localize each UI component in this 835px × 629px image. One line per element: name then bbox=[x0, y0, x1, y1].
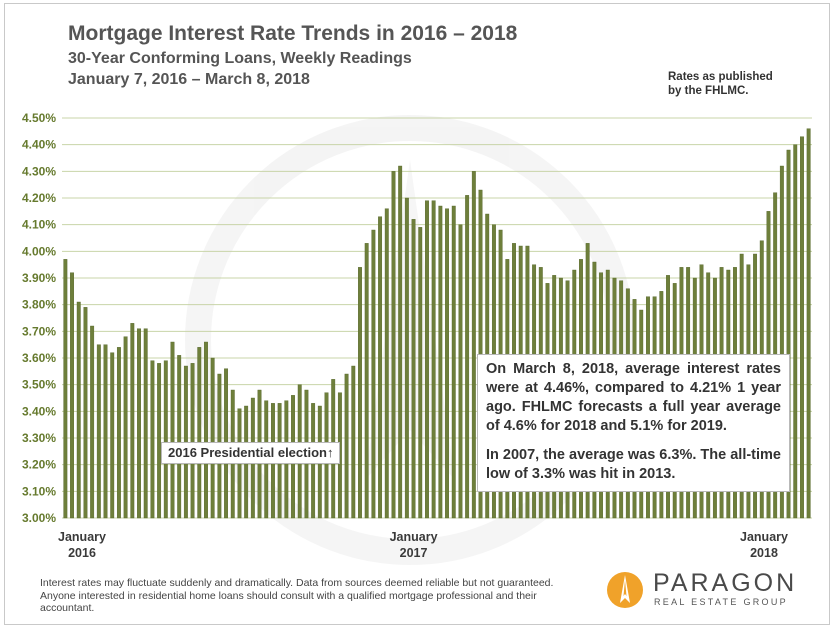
bar bbox=[779, 165, 784, 519]
bar bbox=[177, 355, 182, 519]
y-tick-label: 3.40% bbox=[22, 404, 56, 418]
bar bbox=[431, 200, 436, 519]
bar bbox=[170, 341, 175, 519]
y-tick-label: 3.00% bbox=[22, 511, 56, 525]
bar bbox=[391, 171, 396, 519]
y-tick-label: 3.80% bbox=[22, 298, 56, 312]
disclaimer-text: Interest rates may fluctuate suddenly an… bbox=[40, 577, 554, 614]
bar bbox=[204, 341, 208, 519]
y-tick-label: 4.40% bbox=[22, 138, 56, 152]
bar bbox=[137, 328, 141, 519]
bar bbox=[150, 360, 155, 519]
bar bbox=[96, 344, 101, 519]
bar bbox=[163, 360, 168, 519]
summary-paragraph-2: In 2007, the average was 6.3%. The all-t… bbox=[486, 447, 781, 482]
bar bbox=[63, 259, 68, 519]
bar bbox=[786, 149, 791, 519]
bar bbox=[190, 363, 195, 519]
x-axis: January 2016 January 2017 January 2018 bbox=[58, 530, 788, 560]
paragon-mark-icon bbox=[607, 572, 643, 608]
bar bbox=[130, 323, 135, 519]
bar bbox=[425, 200, 429, 519]
summary-paragraph-1: On March 8, 2018, average interest rates… bbox=[486, 361, 781, 434]
source-note: Rates as published by the FHLMC. bbox=[668, 70, 773, 98]
x-tick-label: 2016 bbox=[68, 546, 96, 560]
y-tick-label: 3.50% bbox=[22, 378, 56, 392]
bar bbox=[116, 347, 121, 519]
summary-note: On March 8, 2018, average interest rates… bbox=[477, 354, 790, 492]
bar bbox=[197, 347, 202, 519]
bar bbox=[411, 219, 416, 519]
y-axis: 3.00% 3.10% 3.20% 3.30% 3.40% 3.50% 3.60% 3.70%… bbox=[22, 111, 56, 525]
y-tick-label: 3.90% bbox=[22, 271, 56, 285]
y-tick-label: 3.70% bbox=[22, 324, 56, 338]
x-tick-label: January bbox=[740, 530, 788, 544]
x-tick-label: 2017 bbox=[400, 546, 428, 560]
bar bbox=[83, 307, 88, 519]
paragon-logo: PARAGON REAL ESTATE GROUP bbox=[605, 569, 810, 611]
bar bbox=[404, 197, 409, 519]
y-tick-label: 4.50% bbox=[22, 111, 56, 125]
bar bbox=[465, 195, 470, 519]
logo-wordmark: PARAGON bbox=[653, 569, 798, 597]
bar bbox=[210, 357, 215, 519]
y-tick-label: 4.30% bbox=[22, 164, 56, 178]
chart-title: Mortgage Interest Rate Trends in 2016 – … bbox=[68, 22, 518, 45]
chart-subtitle: 30-Year Conforming Loans, Weekly Reading… bbox=[68, 50, 412, 67]
bar bbox=[793, 144, 798, 519]
source-line-2: by the FHLMC. bbox=[668, 85, 749, 97]
bar bbox=[90, 325, 95, 519]
y-tick-label: 3.10% bbox=[22, 484, 56, 498]
chart-frame bbox=[4, 3, 830, 625]
bar bbox=[800, 136, 804, 519]
bar bbox=[358, 267, 362, 519]
election-annotation: 2016 Presidential election↑ bbox=[161, 442, 341, 464]
date-range: January 7, 2016 – March 8, 2018 bbox=[68, 71, 310, 88]
x-tick-label: January bbox=[58, 530, 106, 544]
bar bbox=[344, 373, 349, 519]
bar bbox=[123, 336, 128, 519]
bar bbox=[806, 128, 811, 519]
bar bbox=[76, 301, 81, 519]
logo-tagline: REAL ESTATE GROUP bbox=[654, 597, 788, 607]
bar bbox=[398, 165, 403, 519]
x-tick-label: 2018 bbox=[750, 546, 778, 560]
bar bbox=[458, 224, 463, 519]
x-tick-label: January bbox=[390, 530, 438, 544]
bar bbox=[103, 344, 108, 519]
bar bbox=[418, 227, 423, 519]
y-tick-label: 3.30% bbox=[22, 431, 56, 445]
bar bbox=[384, 208, 389, 519]
source-line-1: Rates as published bbox=[668, 71, 773, 83]
bar bbox=[451, 205, 456, 519]
bar bbox=[445, 208, 449, 519]
bar bbox=[351, 365, 356, 519]
bar bbox=[157, 363, 162, 519]
bar bbox=[110, 352, 115, 519]
y-tick-label: 4.20% bbox=[22, 191, 56, 205]
y-tick-label: 4.00% bbox=[22, 244, 56, 258]
bar bbox=[364, 243, 369, 519]
y-tick-label: 4.10% bbox=[22, 218, 56, 232]
bar bbox=[471, 171, 476, 519]
bar bbox=[371, 229, 376, 519]
y-tick-label: 3.60% bbox=[22, 351, 56, 365]
bar bbox=[143, 328, 148, 519]
y-tick-label: 3.20% bbox=[22, 458, 56, 472]
bar bbox=[378, 216, 383, 519]
bar bbox=[438, 205, 443, 519]
bar bbox=[70, 272, 74, 519]
